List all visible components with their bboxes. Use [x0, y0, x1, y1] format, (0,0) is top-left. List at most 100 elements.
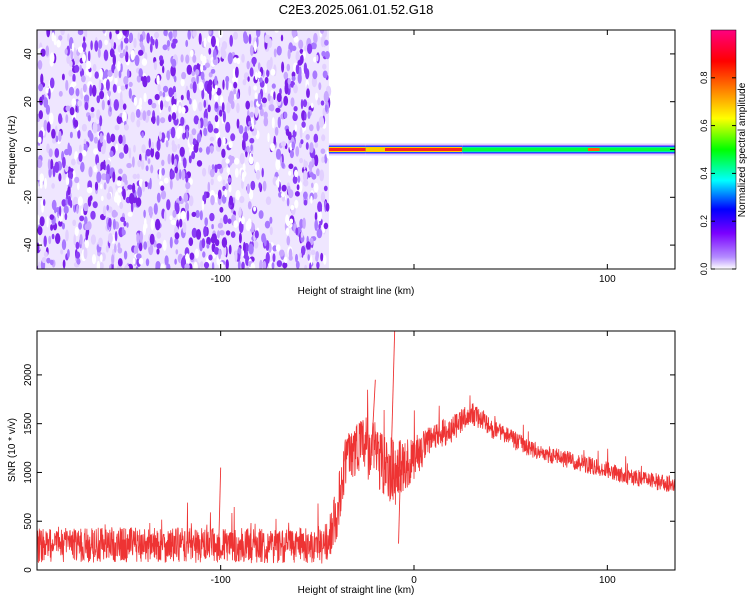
noise-dot	[72, 200, 76, 206]
noise-dot	[289, 149, 294, 159]
noise-dot	[98, 237, 103, 248]
noise-dot	[75, 251, 81, 259]
noise-dot	[228, 195, 234, 206]
noise-dot	[178, 105, 182, 114]
noise-dot	[98, 162, 101, 174]
noise-dot	[214, 115, 219, 123]
noise-dot	[310, 102, 314, 109]
noise-dot	[84, 30, 88, 38]
noise-dot	[101, 99, 105, 111]
noise-dot	[171, 104, 177, 114]
noise-dot	[118, 70, 122, 79]
noise-dot	[267, 132, 270, 143]
noise-dot	[124, 124, 129, 131]
noise-dot	[58, 35, 63, 41]
noise-dot	[230, 231, 236, 239]
noise-dot	[321, 156, 325, 163]
noise-dot	[310, 249, 316, 256]
noise-dot	[207, 181, 211, 193]
noise-dot	[55, 135, 59, 143]
noise-dot	[283, 256, 288, 263]
noise-dot	[191, 128, 197, 136]
noise-dot	[212, 48, 217, 61]
noise-dot	[182, 132, 186, 140]
noise-dot	[119, 98, 124, 111]
noise-dot	[263, 111, 268, 119]
noise-dot	[281, 161, 285, 169]
noise-dot	[110, 133, 116, 143]
noise-dot	[132, 156, 135, 168]
noise-dot	[198, 119, 201, 130]
noise-dot	[118, 168, 123, 175]
noise-dot	[213, 128, 219, 134]
noise-dot	[291, 141, 295, 150]
noise-dot	[115, 30, 120, 35]
noise-dot	[309, 262, 312, 269]
noise-dot	[297, 175, 301, 183]
noise-dot	[65, 114, 69, 124]
noise-dot	[180, 210, 186, 220]
noise-dot	[138, 258, 144, 265]
noise-dot	[230, 133, 236, 142]
noise-dot	[94, 181, 99, 191]
noise-dot	[107, 69, 113, 78]
noise-dot	[97, 48, 101, 58]
noise-dot	[322, 107, 326, 117]
noise-dot	[322, 70, 328, 79]
noise-dot	[99, 254, 103, 262]
colorbar-tick-label: 0.6	[699, 119, 709, 132]
noise-dot	[281, 184, 287, 192]
noise-dot	[143, 92, 147, 103]
noise-dot	[159, 167, 162, 180]
noise-dot	[191, 211, 197, 217]
noise-dot	[234, 157, 240, 165]
noise-dot	[222, 79, 225, 90]
noise-dot	[227, 52, 233, 65]
noise-dot	[94, 71, 99, 79]
noise-dot	[195, 69, 200, 76]
noise-dot	[51, 32, 55, 42]
noise-dot	[202, 251, 206, 258]
noise-dot	[200, 261, 204, 268]
noise-dot	[186, 89, 190, 101]
noise-dot	[93, 136, 98, 144]
noise-dot	[198, 101, 203, 112]
noise-dot	[317, 201, 323, 212]
noise-dot	[300, 99, 304, 110]
noise-dot	[122, 103, 127, 110]
noise-dot	[309, 142, 314, 154]
noise-dot	[99, 262, 104, 269]
noise-dot	[185, 253, 190, 265]
noise-dot	[74, 176, 80, 184]
noise-dot	[283, 95, 289, 106]
noise-dot	[213, 94, 219, 102]
noise-dot	[157, 84, 161, 92]
noise-dot	[174, 202, 180, 215]
noise-dot	[107, 232, 113, 244]
noise-dot	[304, 111, 307, 121]
noise-dot	[114, 76, 118, 85]
noise-dot	[197, 262, 200, 269]
noise-dot	[221, 237, 228, 248]
noise-dot	[65, 229, 69, 242]
noise-dot	[285, 214, 290, 225]
noise-dot	[216, 163, 222, 170]
noise-dot	[318, 82, 322, 91]
noise-dot	[298, 181, 303, 193]
noise-dot	[112, 171, 116, 183]
noise-dot	[259, 108, 264, 117]
noise-dot	[264, 83, 268, 94]
noise-dot	[248, 120, 252, 126]
noise-dot	[225, 183, 229, 191]
noise-dot	[228, 141, 233, 149]
noise-dot	[160, 190, 167, 200]
noise-dot	[141, 131, 144, 139]
noise-dot	[186, 210, 190, 222]
noise-dot	[56, 39, 61, 48]
noise-dot	[275, 244, 281, 252]
noise-dot	[225, 230, 231, 236]
noise-dot	[87, 115, 92, 122]
noise-dot	[193, 143, 199, 153]
snr-spike	[390, 331, 396, 473]
noise-dot	[83, 247, 88, 260]
